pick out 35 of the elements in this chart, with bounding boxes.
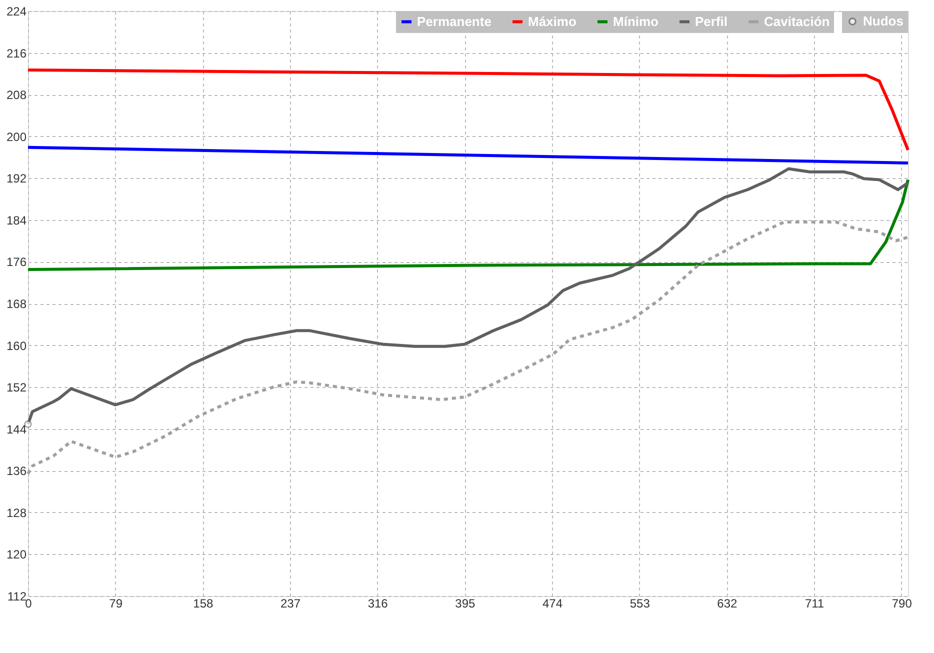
y-tick-label: 112 (7, 590, 27, 604)
y-tick-label: 192 (6, 172, 27, 186)
x-tick-label: 632 (717, 596, 738, 610)
x-tick-label: 711 (804, 596, 824, 610)
legend-label: Nudos (863, 14, 904, 28)
y-tick-label: 152 (6, 380, 27, 395)
y-tick-label: 216 (6, 46, 27, 60)
line-series (26, 178, 910, 272)
line-series (26, 68, 910, 152)
x-tick-label: 474 (542, 596, 563, 610)
legend-label: Perfil (695, 14, 728, 29)
line-series (26, 220, 910, 476)
y-tick-label: 128 (6, 506, 27, 520)
x-tick-label: 553 (630, 596, 650, 610)
x-tick-label: 237 (280, 596, 301, 610)
legend-label: Permanente (417, 14, 492, 29)
legend-label: Cavitación (764, 14, 830, 29)
y-tick-label: 224 (6, 4, 27, 18)
x-tick-label: 790 (892, 596, 912, 610)
y-tick-label: 176 (6, 255, 27, 270)
y-tick-label: 208 (6, 88, 27, 102)
legend-label: Máximo (528, 14, 576, 29)
x-tick-label: 158 (193, 596, 214, 610)
y-tick-label: 184 (6, 213, 27, 228)
y-tick-label: 200 (6, 130, 27, 144)
x-tick-label: 0 (25, 596, 32, 610)
y-tick-label: 168 (6, 297, 27, 311)
legend-label: Mínimo (613, 14, 659, 29)
x-tick-label: 79 (109, 596, 123, 610)
y-tick-label: 136 (6, 464, 27, 478)
x-tick-label: 316 (368, 596, 388, 610)
y-tick-label: 120 (6, 548, 27, 562)
x-tick-label: 395 (455, 596, 476, 610)
y-tick-label: 160 (6, 338, 27, 353)
y-tick-label: 144 (6, 422, 27, 436)
